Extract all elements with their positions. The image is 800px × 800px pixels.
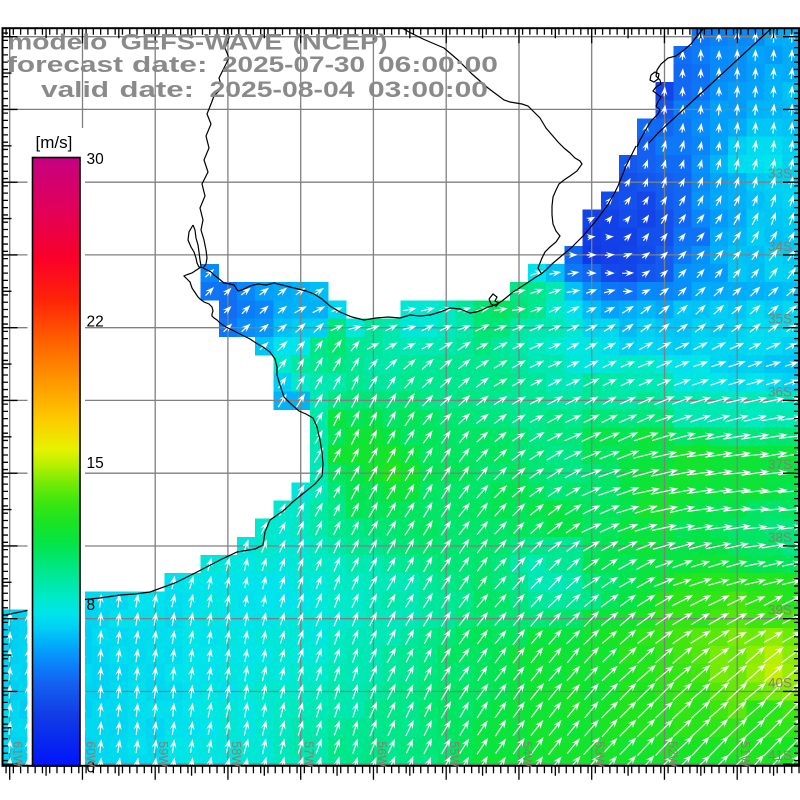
svg-text:51W: 51W (738, 741, 752, 767)
svg-text:forecast: forecast (7, 52, 124, 77)
svg-text:33S: 33S (768, 166, 792, 181)
svg-text:39S: 39S (768, 603, 792, 618)
svg-text:57W: 57W (302, 741, 316, 767)
svg-text:41S: 41S (768, 748, 792, 763)
svg-text:38S: 38S (768, 530, 792, 545)
svg-text:22: 22 (87, 313, 104, 330)
svg-text:34S: 34S (768, 239, 792, 254)
svg-text:date:: date: (120, 77, 195, 102)
svg-text:0: 0 (87, 760, 96, 777)
svg-text:35S: 35S (768, 312, 792, 327)
svg-text:modelo: modelo (7, 30, 107, 55)
svg-text:59W: 59W (156, 741, 170, 767)
svg-text:valid: valid (41, 77, 109, 102)
svg-text:61W: 61W (11, 741, 25, 767)
svg-text:54W: 54W (520, 741, 534, 767)
svg-text:55W: 55W (447, 741, 461, 767)
svg-text:58W: 58W (229, 741, 243, 767)
svg-text:2025-08-04: 2025-08-04 (210, 77, 356, 102)
svg-text:[m/s]: [m/s] (36, 133, 73, 152)
svg-text:56W: 56W (374, 741, 388, 767)
svg-text:GEFS-WAVE: GEFS-WAVE (121, 30, 283, 55)
svg-text:53W: 53W (593, 741, 607, 767)
svg-text:8: 8 (87, 597, 96, 614)
svg-text:(NCEP): (NCEP) (293, 30, 388, 55)
svg-text:30: 30 (87, 151, 105, 168)
svg-text:60W: 60W (84, 741, 98, 767)
svg-text:37S: 37S (768, 457, 792, 472)
svg-text:52W: 52W (666, 741, 680, 767)
svg-text:15: 15 (87, 455, 104, 472)
svg-text:date:: date: (132, 52, 208, 77)
svg-text:03:00:00: 03:00:00 (368, 77, 488, 102)
svg-text:36S: 36S (768, 384, 792, 399)
svg-text:40S: 40S (768, 676, 792, 691)
svg-text:2025-07-30: 2025-07-30 (222, 52, 365, 77)
svg-text:06:00:00: 06:00:00 (378, 52, 498, 77)
